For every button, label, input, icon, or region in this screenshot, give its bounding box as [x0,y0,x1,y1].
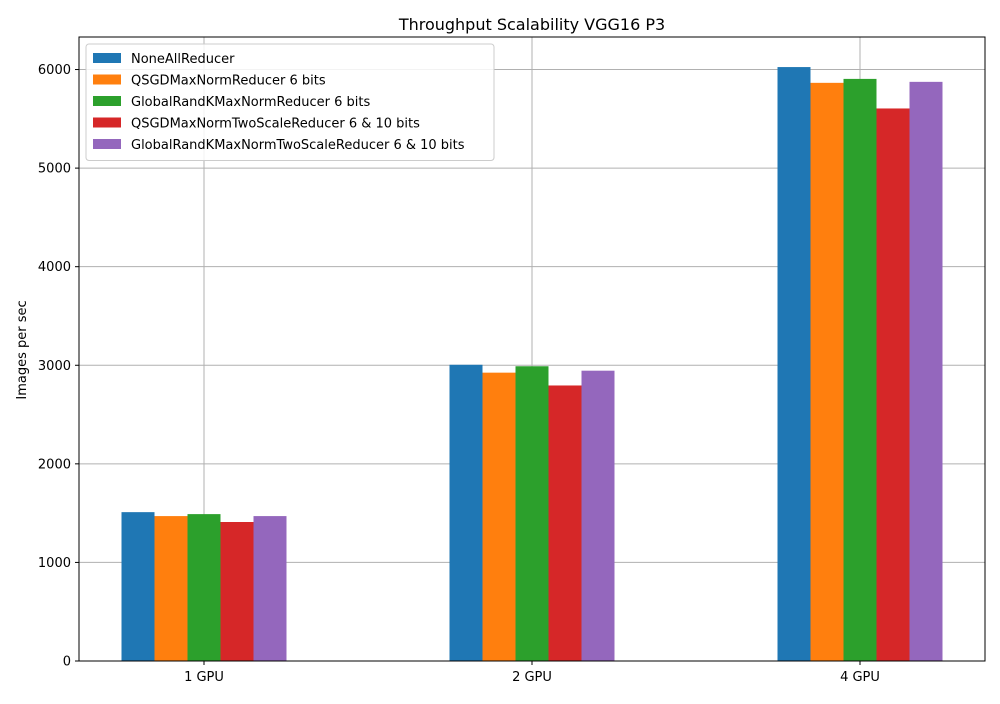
axes [75,36,986,665]
bar [515,366,549,661]
bar [220,522,254,661]
y-tick-label: 5000 [38,162,71,177]
legend-label: QSGDMaxNormReducer 6 bits [131,74,326,89]
legend-swatch [93,74,121,85]
legend-swatch [93,53,121,63]
legend-label: GlobalRandKMaxNormReducer 6 bits [131,95,370,110]
legend-swatch [93,117,121,128]
x-tick-label: 1 GPU [184,670,224,685]
bar [121,512,155,661]
y-tick-label: 0 [63,655,71,670]
legend-label: GlobalRandKMaxNormTwoScaleReducer 6 & 10… [131,138,465,153]
bar [909,81,943,661]
bar [449,364,483,661]
legend: NoneAllReducer QSGDMaxNormReducer 6 bits G… [85,43,495,161]
legend-swatch [93,139,121,149]
x-tick-label: 2 GPU [512,670,552,685]
bars [121,67,943,662]
bar [482,372,516,661]
legend-label: QSGDMaxNormTwoScaleReducer 6 & 10 bits [131,117,420,132]
plot-frame [78,36,986,662]
y-axis-label: Images per sec [15,300,30,399]
y-tick-label: 1000 [38,556,71,571]
y-tick-label: 4000 [38,260,71,275]
legend-swatch [93,96,121,106]
legend-label: NoneAllReducer [131,52,235,67]
bar [843,78,877,661]
bar [777,67,811,662]
bar [548,385,582,661]
bar [187,514,221,661]
y-tick-label: 3000 [38,359,71,374]
x-tick-label: 4 GPU [840,670,880,685]
bar [154,516,188,661]
bar [253,516,287,661]
legend-box [85,43,495,161]
chart-title: Throughput Scalability VGG16 P3 [398,15,665,34]
bar [581,370,615,661]
bar [876,108,910,662]
y-tick-label: 6000 [38,63,71,78]
y-tick-label: 2000 [38,457,71,472]
bar [810,82,844,661]
tick-labels: 0 1000 2000 3000 4000 5000 6000 1 GPU 2 GPU 4 GPU [38,63,880,685]
